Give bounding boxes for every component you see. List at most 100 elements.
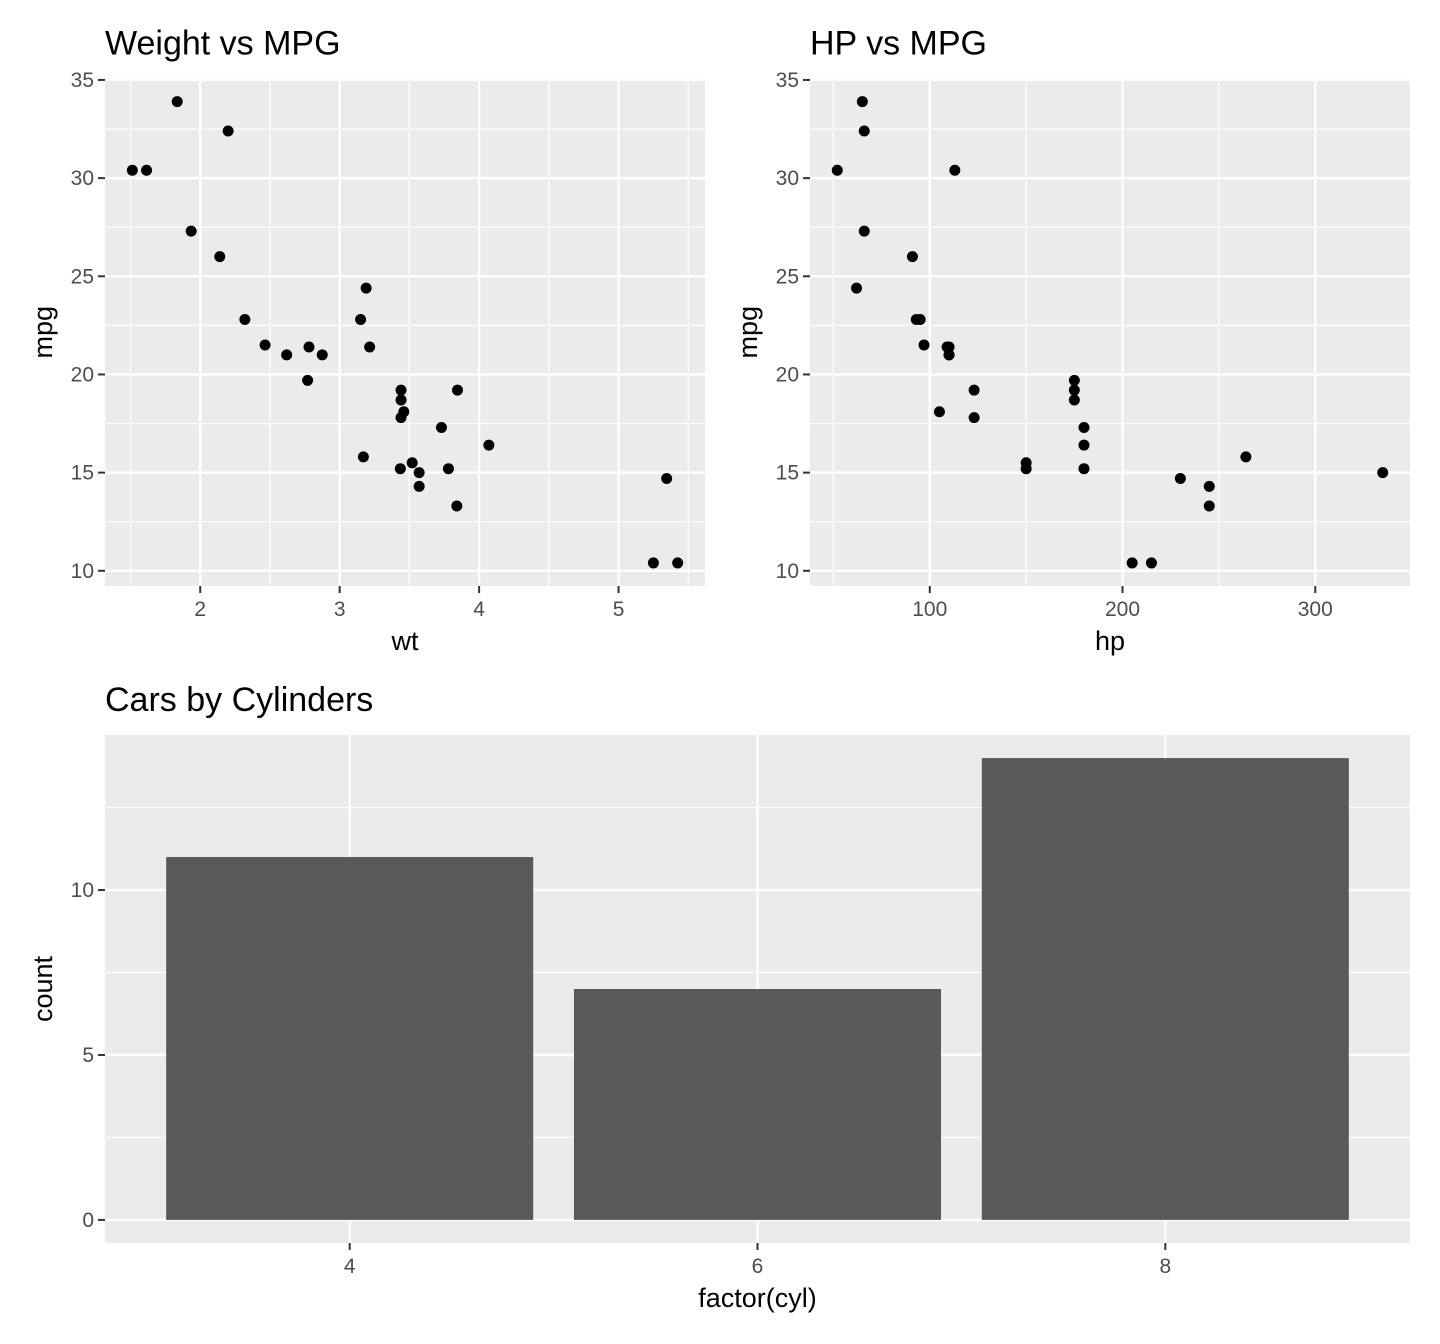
data-point (360, 282, 372, 294)
data-point (968, 384, 980, 396)
bar-8 (981, 758, 1349, 1220)
plot-title: HP vs MPG (810, 25, 987, 63)
data-point (1240, 451, 1252, 463)
data-point (355, 313, 367, 325)
data-point (1020, 463, 1032, 475)
data-point (914, 313, 926, 325)
data-point (856, 96, 868, 108)
data-point (933, 406, 945, 418)
data-point (364, 341, 376, 353)
panel-background (105, 78, 705, 586)
data-point (949, 164, 961, 176)
y-tick-label: 20 (776, 363, 799, 386)
data-point (831, 164, 843, 176)
x-tick-label: 200 (1105, 598, 1140, 621)
plot-0: 10 15 20 25 30 35 2 3 4 5 Weight vs MPG wt mpg (28, 25, 705, 656)
data-point (222, 125, 234, 137)
y-tick-label: 25 (776, 265, 799, 288)
data-point (126, 164, 138, 176)
data-point (394, 463, 406, 475)
y-tick-label: 10 (776, 560, 799, 583)
data-point (1068, 384, 1080, 396)
data-point (941, 341, 953, 353)
y-tick-label: 10 (71, 560, 94, 583)
bar-4 (166, 857, 534, 1220)
x-tick-label: 4 (473, 598, 485, 621)
data-point (316, 349, 328, 361)
data-point (357, 451, 369, 463)
data-point (413, 480, 425, 492)
data-point (647, 557, 659, 569)
x-tick-label: 5 (613, 598, 625, 621)
y-tick-label: 0 (82, 1209, 94, 1232)
data-point (451, 500, 463, 512)
data-point (141, 164, 153, 176)
data-point (672, 557, 684, 569)
data-point (1078, 463, 1090, 475)
data-point (858, 225, 870, 237)
x-tick-label: 8 (1159, 1255, 1171, 1278)
data-point (214, 251, 226, 263)
data-point (1068, 374, 1080, 386)
x-tick-label: 100 (912, 598, 947, 621)
x-tick-label: 300 (1298, 598, 1333, 621)
y-tick-label: 5 (82, 1044, 94, 1067)
data-point (303, 341, 315, 353)
y-axis-title: count (28, 955, 58, 1022)
data-point (1068, 394, 1080, 406)
plot-2: 0 5 10 4 6 8 Cars by Cylinders factor(cyl) count (28, 681, 1410, 1313)
x-axis-title: wt (391, 626, 419, 656)
data-point (1203, 500, 1215, 512)
data-point (661, 473, 673, 485)
plot-1: 10 15 20 25 30 35 100 200 300 HP vs MPG hp mpg (733, 25, 1410, 656)
y-tick-label: 20 (71, 363, 94, 386)
data-point (483, 439, 495, 451)
data-point (185, 225, 197, 237)
data-point (1174, 473, 1186, 485)
data-point (1377, 467, 1389, 479)
y-tick-label: 30 (776, 167, 799, 190)
data-point (171, 96, 183, 108)
data-point (451, 384, 463, 396)
y-tick-label: 15 (71, 462, 94, 485)
y-tick-label: 35 (71, 69, 94, 92)
data-point (302, 374, 314, 386)
data-point (413, 467, 425, 479)
x-axis-title: hp (1095, 626, 1125, 656)
data-point (1203, 480, 1215, 492)
data-point (968, 412, 980, 424)
data-point (858, 125, 870, 137)
x-tick-label: 3 (334, 598, 346, 621)
data-point (442, 463, 454, 475)
x-tick-label: 6 (752, 1255, 764, 1278)
panel-background (810, 78, 1410, 586)
data-point (1078, 439, 1090, 451)
data-point (1126, 557, 1138, 569)
plot-title: Weight vs MPG (105, 25, 341, 63)
data-point (406, 457, 418, 469)
data-point (906, 251, 918, 263)
data-point (1145, 557, 1157, 569)
y-tick-label: 35 (776, 69, 799, 92)
data-point (1078, 421, 1090, 433)
data-point (395, 412, 407, 424)
y-tick-label: 15 (776, 462, 799, 485)
y-tick-label: 30 (71, 167, 94, 190)
data-point (851, 282, 863, 294)
y-axis-title: mpg (28, 306, 58, 359)
data-point (395, 394, 407, 406)
x-tick-label: 2 (194, 598, 206, 621)
data-point (239, 313, 251, 325)
y-axis-title: mpg (733, 306, 763, 359)
y-tick-label: 25 (71, 265, 94, 288)
data-point (259, 339, 271, 351)
data-point (435, 421, 447, 433)
plot-title: Cars by Cylinders (105, 681, 373, 719)
data-point (395, 384, 407, 396)
x-axis-title: factor(cyl) (698, 1283, 817, 1313)
x-tick-label: 4 (344, 1255, 356, 1278)
y-tick-label: 10 (71, 879, 94, 902)
data-point (918, 339, 930, 351)
bar-6 (573, 989, 942, 1220)
